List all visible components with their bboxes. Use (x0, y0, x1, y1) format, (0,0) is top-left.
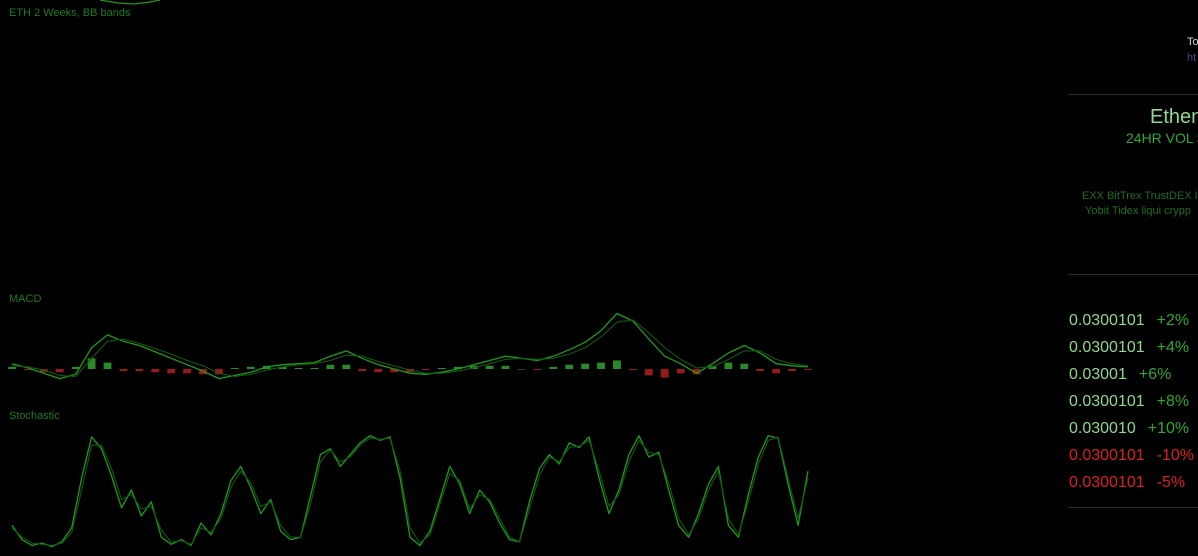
histogram-bar (804, 369, 812, 371)
histogram-bar (517, 369, 526, 370)
price-row: 0.0300101 +8% (1069, 393, 1189, 411)
price-row: 0.0300101 -10% (1069, 447, 1194, 465)
panel-top-link[interactable]: ht (1187, 52, 1197, 64)
price-row: 0.0300101 -5% (1069, 474, 1185, 492)
histogram-bar (788, 369, 796, 372)
histogram-bar (581, 363, 590, 369)
series-line (11, 436, 809, 547)
price-change: +6% (1138, 366, 1172, 383)
price-change: +8% (1156, 393, 1190, 410)
histogram-bar (660, 369, 669, 378)
series-line (11, 319, 809, 378)
price-value: 0.0300101 (1069, 447, 1145, 464)
histogram-bar (485, 365, 494, 369)
histogram-bar (135, 369, 144, 372)
stochastic-chart (11, 435, 809, 548)
price-change: +10% (1147, 420, 1190, 437)
histogram-bar (71, 366, 80, 369)
divider (1068, 274, 1198, 275)
histogram-bar (453, 366, 462, 369)
price-value: 0.0300101 (1069, 474, 1145, 491)
histogram-bar (326, 364, 335, 369)
histogram-bar (628, 369, 637, 371)
macd-label: MACD (9, 293, 42, 305)
histogram-bar (772, 369, 781, 374)
series-line (11, 312, 809, 380)
histogram-bar (24, 369, 32, 371)
histogram-bar (676, 369, 685, 374)
histogram-bar (613, 360, 621, 369)
histogram-bar (374, 369, 383, 373)
price-row: 0.0300101 +4% (1069, 339, 1189, 357)
histogram-bar (119, 369, 128, 372)
market-panel: To ht Ethen 24HR VOL $ EXX BitTrex Trust… (1068, 0, 1198, 556)
price-change: +2% (1156, 312, 1190, 329)
histogram-bar (422, 369, 430, 371)
coin-title: Ethen (1150, 106, 1198, 128)
series-line (11, 435, 809, 548)
histogram-bar (501, 365, 510, 369)
histogram-bar (103, 362, 112, 369)
price-row: 0.030010 +10% (1069, 420, 1189, 438)
histogram-bar (55, 369, 64, 373)
histogram-bar (724, 362, 733, 369)
price-change: -5% (1156, 474, 1186, 491)
histogram-bar (692, 369, 701, 375)
panel-top-text: To (1187, 36, 1198, 48)
histogram-bar (644, 369, 653, 376)
price-value: 0.0300101 (1069, 393, 1145, 410)
histogram-bar (230, 367, 239, 369)
price-row: 0.03001 +6% (1069, 366, 1171, 384)
exchanges-line-2: Yobit Tidex liqui crypp (1085, 205, 1191, 217)
histogram-bar (549, 366, 558, 369)
exchanges-line-1: EXX BitTrex TrustDEX I (1082, 190, 1198, 202)
histogram-bar (342, 364, 351, 369)
stochastic-label: Stochastic (9, 410, 60, 422)
histogram-bar (597, 362, 605, 369)
divider (1068, 507, 1198, 508)
divider (1068, 94, 1198, 95)
histogram-bar (358, 369, 367, 372)
histogram-bar (87, 358, 96, 369)
histogram-bar (390, 369, 398, 373)
price-value: 0.03001 (1069, 366, 1127, 383)
chart-area: ETH 2 Weeks, BB bands MACD Stochastic (8, 0, 812, 548)
histogram-bar (565, 364, 574, 369)
histogram-bar (294, 367, 303, 369)
histogram-bar (756, 369, 765, 372)
histogram-bar (278, 366, 287, 369)
main-chart-title: ETH 2 Weeks, BB bands (9, 7, 131, 19)
price-row: 0.0300101 +2% (1069, 312, 1189, 330)
histogram-bar (437, 367, 446, 369)
price-value: 0.030010 (1069, 420, 1136, 437)
price-value: 0.0300101 (1069, 339, 1145, 356)
price-change: +4% (1156, 339, 1190, 356)
histogram-bar (167, 369, 176, 374)
histogram-bar (246, 366, 255, 369)
price-change: -10% (1156, 447, 1194, 464)
histogram-bar (533, 369, 542, 371)
macd-chart (8, 312, 812, 380)
price-value: 0.0300101 (1069, 312, 1145, 329)
histogram-bar (8, 366, 16, 369)
volume-label: 24HR VOL $ (1126, 130, 1198, 146)
histogram-bar (215, 369, 223, 375)
histogram-bar (151, 369, 160, 373)
main-chart-line-stub (99, 0, 161, 5)
histogram-bar (310, 367, 319, 369)
histogram-bar (740, 363, 749, 369)
histogram-bar (183, 369, 192, 374)
